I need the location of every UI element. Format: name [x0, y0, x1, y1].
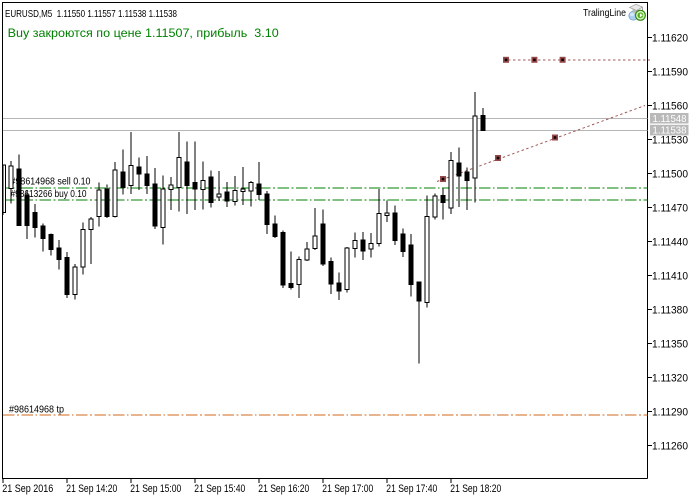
svg-text:1.11260: 1.11260 [652, 440, 688, 452]
svg-text:1.11350: 1.11350 [652, 338, 688, 350]
svg-text:21 Sep 18:20: 21 Sep 18:20 [450, 483, 501, 495]
svg-text:EURUSD,M5 1.11550 1.11557 1.1: EURUSD,M5 1.11550 1.11557 1.11538 1.1153… [5, 8, 177, 20]
svg-text:21 Sep 15:40: 21 Sep 15:40 [194, 483, 245, 495]
svg-text:1.11440: 1.11440 [652, 236, 688, 248]
svg-text:1.11290: 1.11290 [652, 406, 688, 418]
svg-text:1.11380: 1.11380 [652, 304, 688, 316]
svg-text:21 Sep 17:00: 21 Sep 17:00 [322, 483, 373, 495]
svg-text:1.11538: 1.11538 [653, 125, 687, 137]
svg-text:1.11620: 1.11620 [652, 33, 688, 45]
svg-text:1.11410: 1.11410 [652, 270, 688, 282]
svg-text:21 Sep 14:20: 21 Sep 14:20 [66, 483, 117, 495]
svg-text:21 Sep 2016: 21 Sep 2016 [2, 483, 53, 495]
svg-text:1.11590: 1.11590 [652, 66, 688, 78]
svg-text:1.11530: 1.11530 [652, 134, 688, 146]
svg-text:1.11470: 1.11470 [652, 202, 688, 214]
svg-text:1.11548: 1.11548 [653, 113, 687, 125]
svg-text:TralingLine: TralingLine [583, 7, 626, 19]
svg-text:21 Sep 16:20: 21 Sep 16:20 [258, 483, 309, 495]
svg-text:#98614968 tp: #98614968 tp [9, 405, 64, 416]
svg-text:1.11560: 1.11560 [652, 100, 688, 112]
svg-text:21 Sep 15:00: 21 Sep 15:00 [130, 483, 181, 495]
svg-text:1.11320: 1.11320 [652, 372, 688, 384]
svg-text:1.11500: 1.11500 [652, 168, 688, 180]
svg-text:21 Sep 17:40: 21 Sep 17:40 [386, 483, 437, 495]
svg-text:#98614968 sell 0.10: #98614968 sell 0.10 [11, 177, 91, 188]
svg-text:Buy закроются по цене 1.11507,: Buy закроются по цене 1.11507, прибыль 3… [8, 26, 279, 40]
svg-text:#98613266 buy 0.10: #98613266 buy 0.10 [11, 189, 87, 200]
